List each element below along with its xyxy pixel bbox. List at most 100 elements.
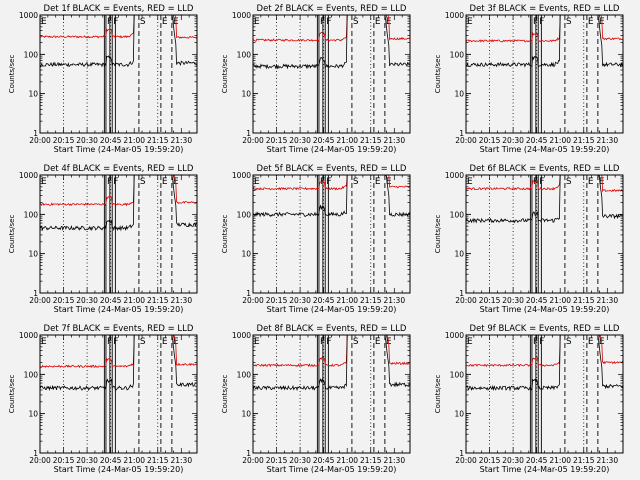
x-tick-label: 21:15: [147, 136, 169, 145]
marker-label-E: E: [254, 17, 260, 27]
x-axis-label: Start Time (24-Mar-05 19:59:20): [267, 465, 397, 474]
x-tick-label: 21:30: [383, 296, 405, 305]
x-tick-label: 20:45: [526, 136, 548, 145]
marker-label-E: E: [41, 17, 47, 27]
series-lld-red: [39, 334, 136, 369]
y-tick-label: 10: [28, 250, 38, 259]
panel-title: Det 7f BLACK = Events, RED = LLD: [44, 324, 194, 334]
marker-label-E: E: [588, 337, 594, 347]
y-tick-label: 100: [237, 210, 252, 219]
series-events-black: [597, 14, 624, 68]
marker-label-S: S: [140, 177, 146, 187]
x-tick-label: 21:00: [123, 136, 145, 145]
x-tick-label: 20:15: [479, 136, 501, 145]
series-lld-red: [597, 174, 624, 193]
panel-det-3: Det 3f BLACK = Events, RED = LLD Counts/s…: [434, 4, 624, 154]
y-axis-label: Counts/sec: [434, 375, 442, 414]
y-axis-label: Counts/sec: [434, 215, 442, 254]
x-tick-label: 20:30: [502, 456, 524, 465]
series-lld-red: [465, 334, 562, 368]
y-tick-label: 1: [459, 449, 464, 458]
x-axis-label: Start Time (24-Mar-05 19:59:20): [267, 305, 397, 314]
marker-label-E: E: [162, 337, 168, 347]
y-tick-label: 10: [454, 90, 464, 99]
x-tick-label: 20:15: [53, 136, 75, 145]
y-tick-label: 100: [237, 50, 252, 59]
marker-label-F: F: [539, 337, 544, 347]
x-tick-label: 21:00: [123, 456, 145, 465]
series-lld-red: [171, 14, 198, 39]
x-tick-label: 21:00: [123, 296, 145, 305]
x-tick-label: 20:30: [289, 456, 311, 465]
y-tick-label: 10: [241, 250, 251, 259]
y-tick-label: 1: [246, 129, 251, 138]
panel-title: Det 2f BLACK = Events, RED = LLD: [257, 4, 407, 14]
x-axis-label: Start Time (24-Mar-05 19:59:20): [480, 305, 610, 314]
x-tick-label: 21:00: [549, 296, 571, 305]
y-tick-label: 1: [459, 289, 464, 298]
x-tick-label: 20:15: [53, 296, 75, 305]
x-tick-label: 21:30: [596, 136, 618, 145]
x-tick-label: 20:15: [266, 136, 288, 145]
x-tick-label: 20:45: [313, 456, 335, 465]
marker-label-E: E: [467, 337, 473, 347]
x-tick-label: 20:00: [242, 456, 264, 465]
panel-title: Det 9f BLACK = Events, RED = LLD: [470, 324, 620, 334]
y-tick-label: 100: [450, 50, 465, 59]
y-tick-label: 10: [241, 410, 251, 419]
x-tick-label: 21:15: [360, 456, 382, 465]
x-tick-label: 20:00: [455, 296, 477, 305]
series-events-black: [39, 174, 136, 232]
x-tick-label: 21:30: [596, 456, 618, 465]
marker-label-S: S: [353, 337, 359, 347]
series-lld-red: [171, 334, 198, 367]
y-axis-label: Counts/sec: [434, 55, 442, 94]
x-tick-label: 21:30: [383, 456, 405, 465]
marker-label-S: S: [140, 17, 146, 27]
y-tick-label: 1000: [232, 331, 251, 340]
x-tick-label: 21:15: [360, 296, 382, 305]
x-axis-label: Start Time (24-Mar-05 19:59:20): [267, 145, 397, 154]
marker-label-E: E: [375, 337, 381, 347]
marker-label-E: E: [41, 177, 47, 187]
x-tick-label: 20:45: [100, 456, 122, 465]
x-tick-label: 21:15: [573, 456, 595, 465]
series-lld-red: [597, 334, 624, 365]
y-tick-label: 100: [450, 370, 465, 379]
x-tick-label: 21:00: [549, 136, 571, 145]
marker-label-E: E: [375, 17, 381, 27]
marker-label-E: E: [467, 17, 473, 27]
y-tick-label: 10: [454, 410, 464, 419]
panel-title: Det 6f BLACK = Events, RED = LLD: [470, 164, 620, 174]
x-axis-label: Start Time (24-Mar-05 19:59:20): [54, 145, 184, 154]
series-events-black: [39, 14, 136, 68]
x-tick-label: 20:00: [242, 296, 264, 305]
x-tick-label: 21:15: [573, 296, 595, 305]
x-tick-label: 20:45: [526, 456, 548, 465]
x-axis-label: Start Time (24-Mar-05 19:59:20): [480, 465, 610, 474]
series-events-black: [171, 334, 198, 388]
marker-label-E: E: [162, 177, 168, 187]
series-lld-red: [252, 174, 349, 191]
series-events-black: [252, 334, 349, 392]
marker-label-E: E: [254, 337, 260, 347]
series-events-black: [171, 174, 198, 227]
series-lld-red: [384, 174, 410, 189]
y-tick-label: 1000: [445, 331, 464, 340]
x-tick-label: 21:00: [336, 296, 358, 305]
y-tick-label: 1: [246, 449, 251, 458]
marker-label-S: S: [566, 337, 572, 347]
y-tick-label: 1: [33, 289, 38, 298]
x-tick-label: 20:15: [479, 296, 501, 305]
panel-det-7: Det 7f BLACK = Events, RED = LLD Counts/s…: [8, 324, 198, 474]
x-axis-label: Start Time (24-Mar-05 19:59:20): [54, 305, 184, 314]
y-axis-label: Counts/sec: [221, 55, 229, 94]
y-tick-label: 10: [28, 410, 38, 419]
y-axis-label: Counts/sec: [8, 55, 16, 94]
y-tick-label: 1000: [445, 11, 464, 20]
x-tick-label: 21:30: [170, 136, 192, 145]
panel-title: Det 8f BLACK = Events, RED = LLD: [257, 324, 407, 334]
y-tick-label: 1000: [19, 171, 38, 180]
series-events-black: [384, 14, 411, 67]
x-tick-label: 20:30: [502, 296, 524, 305]
